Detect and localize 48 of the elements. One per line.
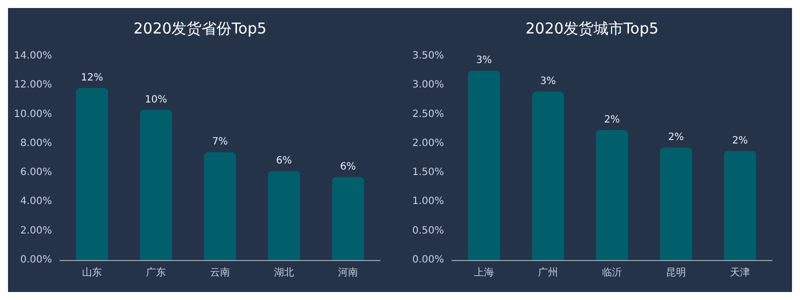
data-label: 6% (340, 161, 356, 172)
x-tick-label: 临沂 (602, 266, 622, 278)
bar (468, 70, 500, 260)
data-label: 2% (604, 114, 620, 126)
x-tick-label: 湖北 (274, 266, 294, 278)
y-tick-label: 10.00% (14, 108, 52, 120)
y-tick-label: 3.50% (412, 50, 444, 62)
bar (140, 110, 172, 260)
y-tick-label: 1.00% (412, 196, 444, 208)
data-label: 3% (540, 76, 556, 88)
y-tick-label: 8.00% (20, 138, 52, 149)
data-label: 10% (144, 94, 168, 106)
x-tick-label: 河南 (338, 266, 358, 278)
x-tick-label: 广州 (538, 266, 558, 278)
data-label: 6% (276, 156, 292, 167)
chart-title: 2020发货城市Top5 (525, 20, 659, 38)
data-label: 2% (732, 136, 748, 147)
y-tick-label: 2.50% (412, 108, 444, 120)
y-tick-label: 0.00% (412, 254, 444, 266)
y-tick-label: 6.00% (20, 167, 52, 178)
y-tick-label: 1.50% (412, 167, 444, 178)
bar (532, 92, 564, 260)
y-tick-label: 12.00% (14, 80, 52, 91)
data-label: 2% (668, 132, 684, 144)
x-tick-label: 广东 (146, 266, 166, 278)
x-tick-label: 上海 (474, 266, 494, 278)
bar (660, 148, 692, 260)
data-label: 12% (80, 72, 104, 84)
y-tick-label: 3.00% (412, 80, 444, 91)
data-label: 7% (212, 136, 228, 148)
bar (332, 176, 364, 260)
y-tick-label: 14.00% (14, 50, 52, 62)
y-tick-label: 0.50% (412, 225, 444, 236)
x-tick-label: 昆明 (666, 268, 686, 278)
x-tick-label: 山东 (82, 266, 102, 278)
bar (76, 88, 108, 260)
data-label: 3% (476, 55, 492, 66)
x-tick-label: 天津 (730, 266, 750, 278)
bar (724, 151, 756, 260)
y-tick-label: 2.00% (20, 225, 52, 236)
y-tick-label: 0.00% (20, 254, 52, 266)
chart-title: 2020发货省份Top5 (133, 20, 267, 38)
y-tick-label: 4.00% (20, 196, 52, 208)
y-tick-label: 2.00% (412, 138, 444, 149)
bar (204, 152, 236, 260)
bar (268, 171, 300, 260)
x-tick-label: 云南 (210, 266, 230, 278)
bar (596, 130, 628, 260)
